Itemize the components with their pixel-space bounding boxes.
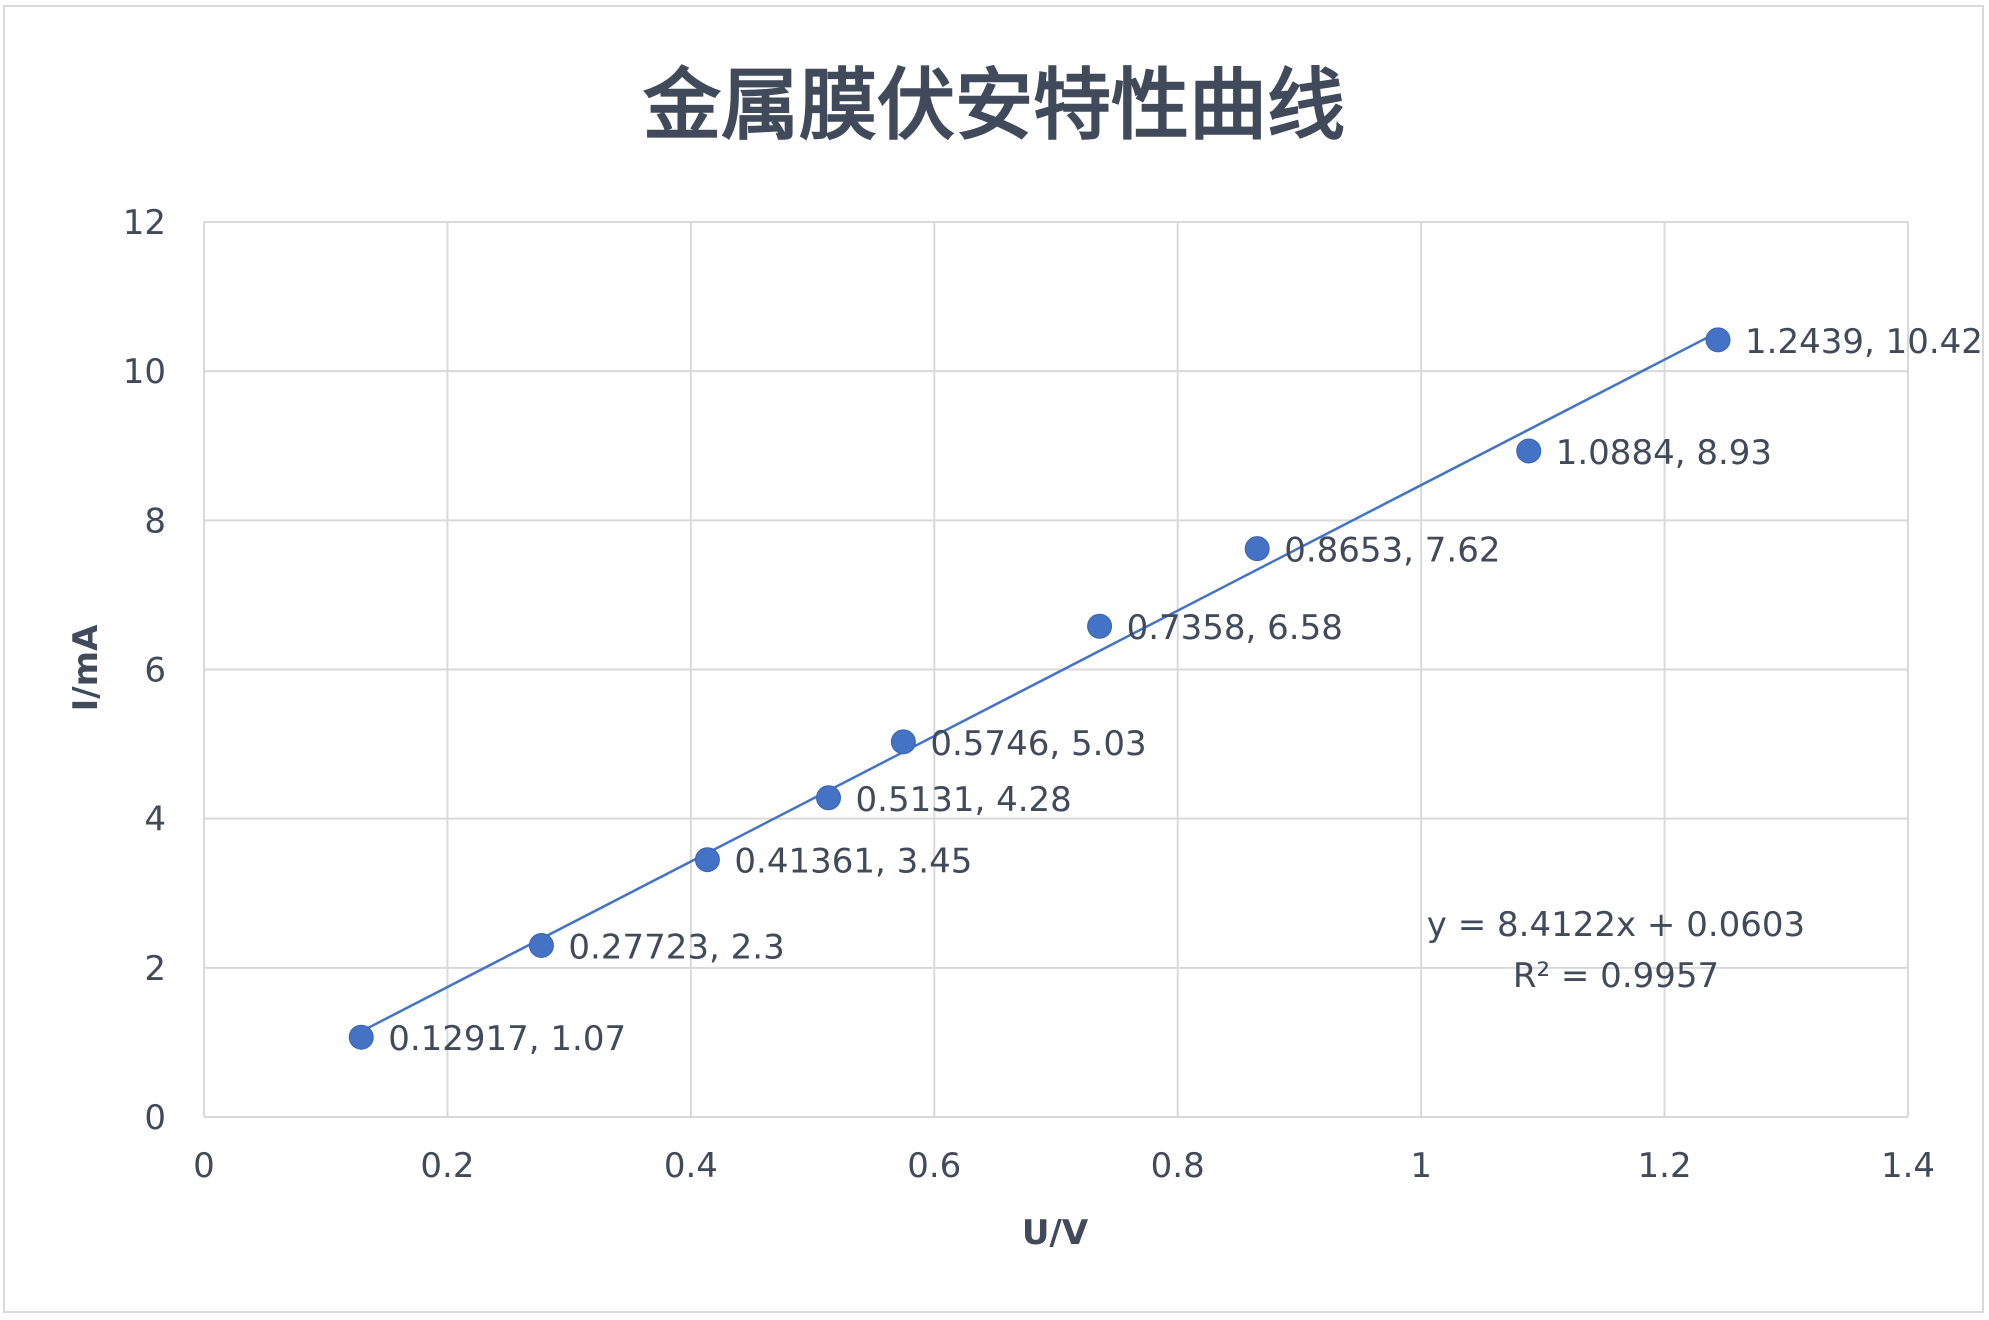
y-tick-label: 10 <box>123 352 166 392</box>
data-point <box>1516 438 1542 464</box>
axis-layer: 0 2 4 6 8 10 12 0 0.2 0.4 0.6 0.8 1 1.2 1.4 <box>123 203 1935 1186</box>
data-point <box>1705 327 1731 353</box>
data-label: 0.5131, 4.28 <box>856 780 1072 820</box>
data-point <box>694 847 720 873</box>
data-label: 1.2439, 10.42 <box>1745 322 1983 362</box>
data-label-layer: 0.12917, 1.07 0.27723, 2.3 0.41361, 3.45 0.… <box>388 322 1983 1059</box>
x-tick-label: 0.2 <box>420 1146 474 1186</box>
data-point <box>890 729 916 755</box>
x-axis-title: U/V <box>1022 1213 1089 1253</box>
x-tick-label: 0.4 <box>664 1146 718 1186</box>
x-tick-label: 0.8 <box>1151 1146 1205 1186</box>
y-tick-label: 0 <box>144 1098 166 1138</box>
y-tick-label: 4 <box>144 800 166 840</box>
x-tick-label: 1 <box>1410 1146 1432 1186</box>
x-tick-label: 0.6 <box>907 1146 961 1186</box>
data-point <box>528 932 554 958</box>
data-label: 0.8653, 7.62 <box>1284 531 1500 571</box>
trendline-layer <box>360 330 1719 1033</box>
data-label: 0.27723, 2.3 <box>568 927 784 967</box>
grid-layer <box>204 221 1909 1117</box>
data-label: 0.7358, 6.58 <box>1127 608 1343 648</box>
data-point <box>816 785 842 811</box>
y-axis-title: I/mA <box>66 624 106 711</box>
data-label: 0.41361, 3.45 <box>734 842 972 882</box>
y-tick-label: 6 <box>144 651 166 691</box>
x-tick-label: 0 <box>193 1146 215 1186</box>
chart-title: 金属膜伏安特性曲线 <box>642 61 1345 151</box>
data-point <box>1087 613 1113 639</box>
trendline <box>360 330 1719 1033</box>
trendline-r-squared: R² = 0.9957 <box>1513 956 1719 996</box>
data-label: 0.5746, 5.03 <box>930 724 1146 764</box>
y-tick-label: 2 <box>144 949 166 989</box>
x-tick-label: 1.2 <box>1638 1146 1692 1186</box>
data-label: 1.0884, 8.93 <box>1556 433 1772 473</box>
data-point <box>348 1024 374 1050</box>
data-point <box>1244 536 1270 562</box>
data-label: 0.12917, 1.07 <box>388 1019 626 1059</box>
x-tick-label: 1.4 <box>1881 1146 1935 1186</box>
point-layer <box>348 327 1731 1050</box>
trendline-equation: y = 8.4122x + 0.0603 <box>1427 905 1805 945</box>
y-tick-label: 12 <box>123 203 166 243</box>
y-tick-label: 8 <box>144 501 166 541</box>
